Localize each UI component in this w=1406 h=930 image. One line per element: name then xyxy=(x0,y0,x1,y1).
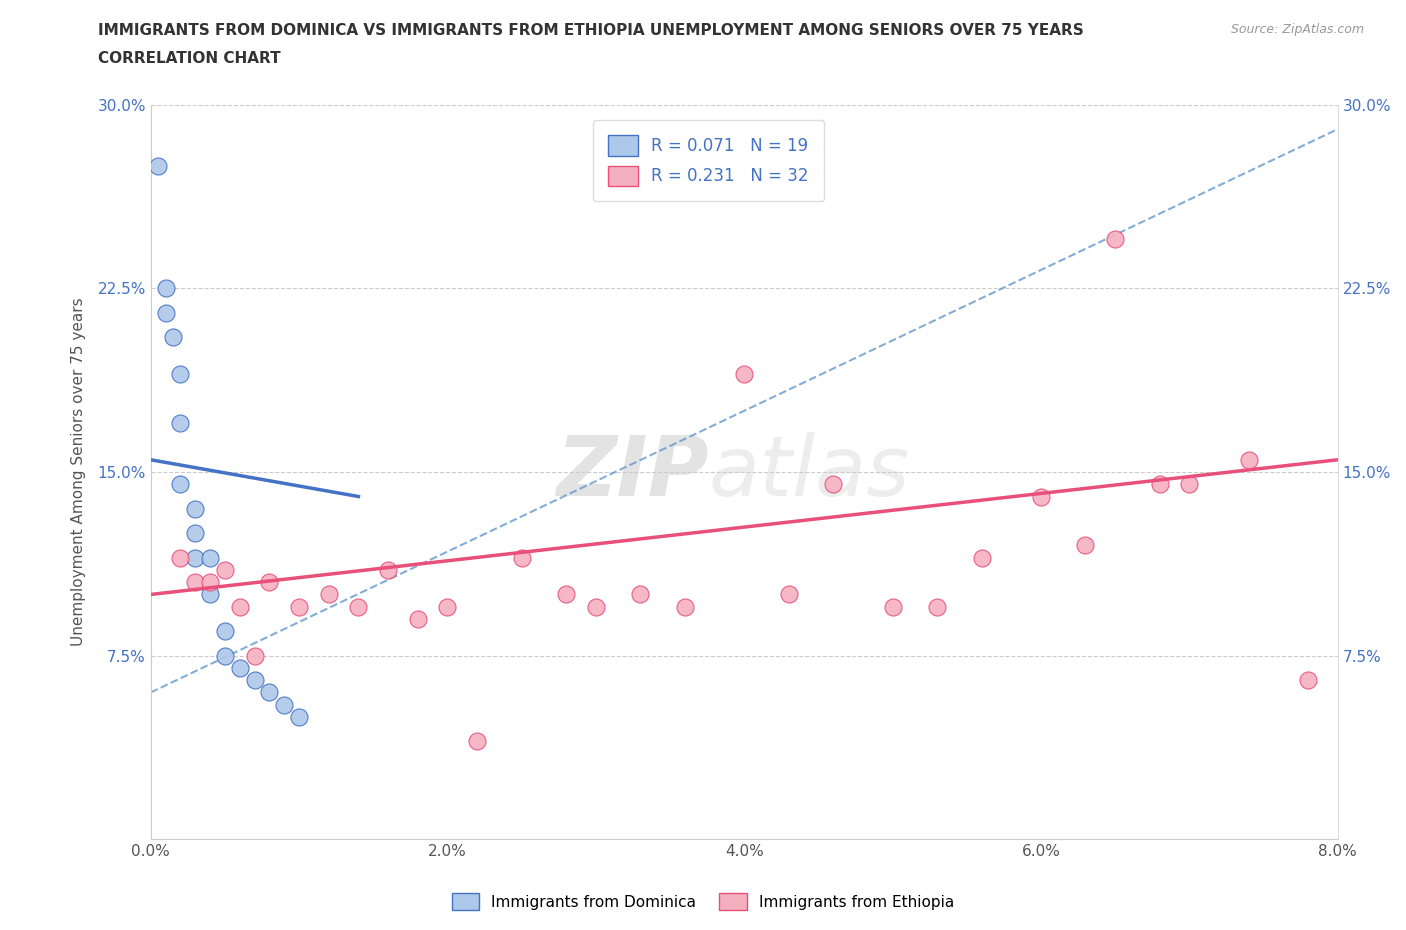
Point xyxy=(259,685,281,700)
Point xyxy=(259,575,281,590)
Text: IMMIGRANTS FROM DOMINICA VS IMMIGRANTS FROM ETHIOPIA UNEMPLOYMENT AMONG SENIORS : IMMIGRANTS FROM DOMINICA VS IMMIGRANTS F… xyxy=(98,23,1084,38)
Point xyxy=(1104,232,1126,246)
Point xyxy=(169,477,191,492)
Point xyxy=(184,551,207,565)
Point xyxy=(169,551,191,565)
Point xyxy=(243,648,266,663)
Point xyxy=(184,575,207,590)
Point xyxy=(198,551,221,565)
Point xyxy=(184,501,207,516)
Point xyxy=(169,416,191,431)
Point xyxy=(214,624,236,639)
Point xyxy=(585,599,607,614)
Point xyxy=(347,599,370,614)
Point xyxy=(288,710,311,724)
Point xyxy=(273,698,295,712)
Text: ZIP: ZIP xyxy=(555,432,709,512)
Point xyxy=(406,612,429,627)
Y-axis label: Unemployment Among Seniors over 75 years: Unemployment Among Seniors over 75 years xyxy=(72,298,86,646)
Point xyxy=(465,734,488,749)
Point xyxy=(155,281,177,296)
Point xyxy=(162,330,184,345)
Point xyxy=(1178,477,1201,492)
Point xyxy=(1029,489,1052,504)
Point xyxy=(184,525,207,540)
Point xyxy=(377,563,399,578)
Point xyxy=(229,660,252,675)
Text: CORRELATION CHART: CORRELATION CHART xyxy=(98,51,281,66)
Point xyxy=(146,158,169,173)
Point xyxy=(243,672,266,687)
Text: atlas: atlas xyxy=(709,432,910,512)
Point xyxy=(198,587,221,602)
Point xyxy=(823,477,845,492)
Point xyxy=(214,563,236,578)
Point xyxy=(1074,538,1097,553)
Point xyxy=(214,648,236,663)
Point xyxy=(733,366,755,381)
Text: Source: ZipAtlas.com: Source: ZipAtlas.com xyxy=(1230,23,1364,36)
Point xyxy=(436,599,458,614)
Point xyxy=(198,575,221,590)
Point xyxy=(778,587,800,602)
Point xyxy=(673,599,696,614)
Point xyxy=(510,551,533,565)
Point xyxy=(1149,477,1171,492)
Point xyxy=(1237,452,1260,467)
Point xyxy=(925,599,948,614)
Point xyxy=(555,587,578,602)
Legend: Immigrants from Dominica, Immigrants from Ethiopia: Immigrants from Dominica, Immigrants fro… xyxy=(444,885,962,918)
Point xyxy=(155,305,177,320)
Point xyxy=(169,366,191,381)
Point xyxy=(318,587,340,602)
Point xyxy=(882,599,904,614)
Point xyxy=(628,587,651,602)
Point xyxy=(1296,672,1319,687)
Point xyxy=(970,551,993,565)
Legend: R = 0.071   N = 19, R = 0.231   N = 32: R = 0.071 N = 19, R = 0.231 N = 32 xyxy=(593,120,824,201)
Point xyxy=(288,599,311,614)
Point xyxy=(229,599,252,614)
